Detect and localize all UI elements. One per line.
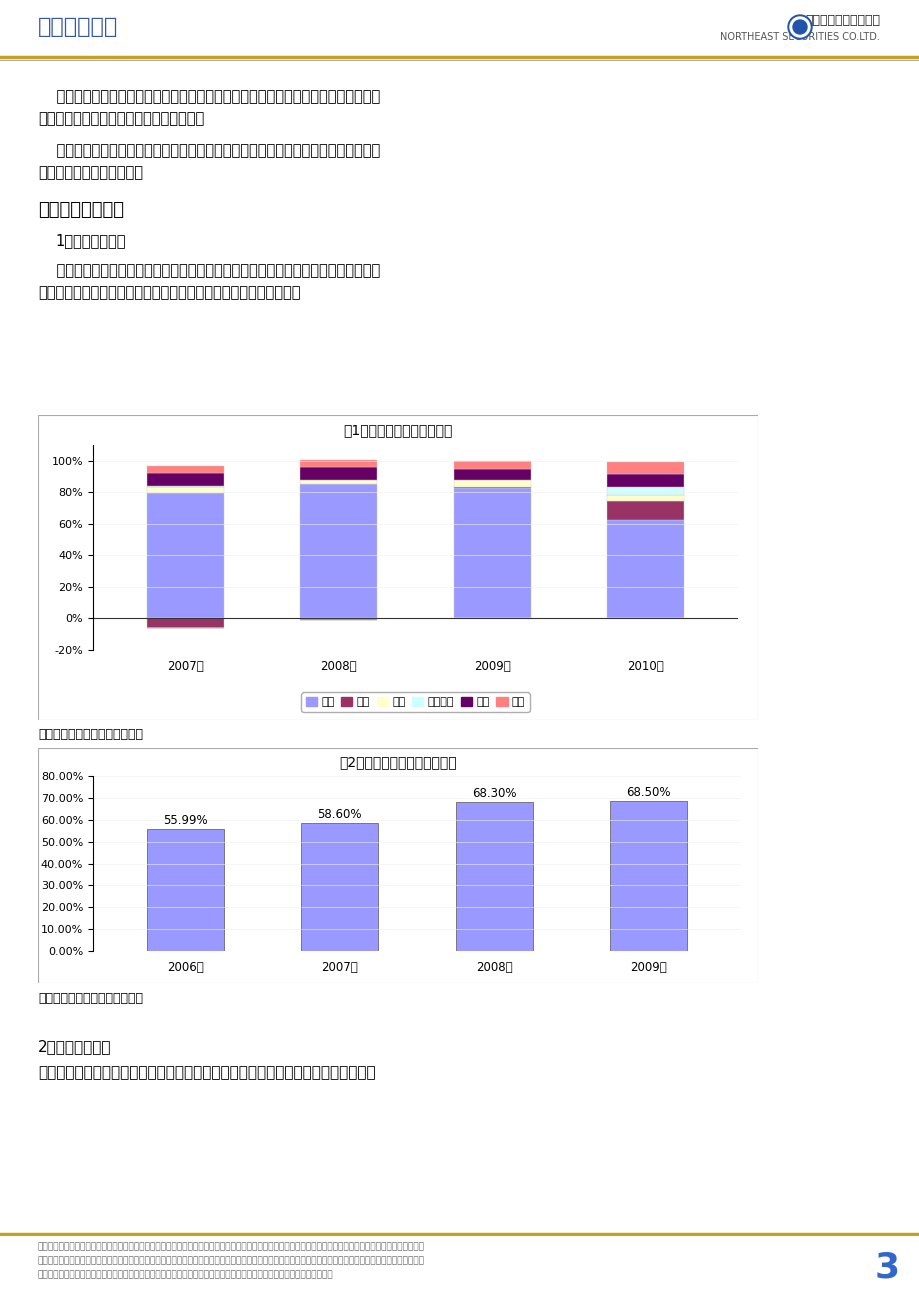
Legend: 经纪, 投资, 承销, 资产管理, 利息, 其它: 经纪, 投资, 承销, 资产管理, 利息, 其它 bbox=[301, 693, 529, 712]
Bar bbox=[453, 487, 530, 488]
Text: 与已上市券商相比，方正证券盈利能力与长江证券和宏源证券相当，资产规模稍逊于: 与已上市券商相比，方正证券盈利能力与长江证券和宏源证券相当，资产规模稍逊于 bbox=[38, 143, 380, 158]
Text: 考，并不构成对所述证券买卖的出价或征价。我公司及其雇员对使用本报告及其内容所引发的任何直接或间接损失概不负责。我公司或关联机构可能会持有报告中所: 考，并不构成对所述证券买卖的出价或征价。我公司及其雇员对使用本报告及其内容所引发… bbox=[38, 1256, 425, 1266]
Bar bbox=[300, 466, 377, 480]
Text: 公司面临较大的风险压力，融资需求强烈。: 公司面临较大的风险压力，融资需求强烈。 bbox=[38, 111, 204, 126]
Text: 58.60%: 58.60% bbox=[317, 809, 362, 822]
Bar bbox=[453, 480, 530, 487]
Text: 资料来源：公司公告、东北证券: 资料来源：公司公告、东北证券 bbox=[38, 729, 142, 742]
Text: 2、经纪业务分析: 2、经纪业务分析 bbox=[38, 1039, 111, 1055]
Bar bbox=[453, 470, 530, 479]
Text: 东北证券股份有限公司: 东北证券股份有限公司 bbox=[804, 13, 879, 26]
Text: 公司股票基金交易额和市场份额逐年提升。但佣金率呈下降趋势，佣金率总体水平低: 公司股票基金交易额和市场份额逐年提升。但佣金率呈下降趋势，佣金率总体水平低 bbox=[38, 1065, 375, 1079]
Text: 68.50%: 68.50% bbox=[626, 786, 670, 799]
Text: NORTHEAST SECURITIES CO.LTD.: NORTHEAST SECURITIES CO.LTD. bbox=[720, 33, 879, 42]
Bar bbox=[607, 496, 684, 501]
Bar bbox=[147, 466, 223, 473]
Bar bbox=[300, 480, 377, 483]
Bar bbox=[453, 488, 530, 618]
Text: 长江证券但好于宏源证券。: 长江证券但好于宏源证券。 bbox=[38, 165, 142, 180]
Circle shape bbox=[788, 16, 811, 39]
Bar bbox=[147, 493, 223, 618]
Text: 55.99%: 55.99% bbox=[163, 814, 208, 827]
FancyBboxPatch shape bbox=[38, 749, 757, 983]
Bar bbox=[453, 461, 530, 470]
Text: 公司研究报告: 公司研究报告 bbox=[38, 17, 119, 36]
Text: 图2、全行业经纪业务收入占比: 图2、全行业经纪业务收入占比 bbox=[339, 755, 457, 769]
Text: 1、业务收入结构: 1、业务收入结构 bbox=[55, 233, 125, 247]
Bar bbox=[147, 618, 223, 628]
Text: 二、各项业务分析: 二、各项业务分析 bbox=[38, 201, 124, 219]
FancyBboxPatch shape bbox=[38, 415, 757, 720]
Bar bbox=[609, 801, 686, 950]
Bar bbox=[147, 828, 224, 950]
Text: 从业务收入结构上来说，方正证券的业务收入大部分来着于经纪业务，经纪业务收入: 从业务收入结构上来说，方正证券的业务收入大部分来着于经纪业务，经纪业务收入 bbox=[38, 263, 380, 279]
Bar bbox=[301, 823, 378, 950]
Text: 68.30%: 68.30% bbox=[471, 786, 516, 799]
Text: 提到的公司所发行的证券头寸并进行交易，还可能为这些公司提供或争取提供投资银行业务服务。本报告版权归我公司所有。: 提到的公司所发行的证券头寸并进行交易，还可能为这些公司提供或争取提供投资银行业务… bbox=[38, 1269, 334, 1279]
Bar bbox=[607, 501, 684, 519]
Circle shape bbox=[789, 17, 809, 36]
Text: 3: 3 bbox=[874, 1250, 899, 1284]
Bar bbox=[147, 473, 223, 486]
Text: 贡献度高于行业总体水平。公司的业务收入受市场波动的影响较大。: 贡献度高于行业总体水平。公司的业务收入受市场波动的影响较大。 bbox=[38, 285, 301, 299]
Bar bbox=[300, 483, 377, 618]
Circle shape bbox=[792, 20, 806, 34]
Bar bbox=[607, 519, 684, 618]
Bar bbox=[607, 462, 684, 474]
Bar bbox=[300, 618, 377, 620]
Bar bbox=[147, 487, 223, 493]
Text: 图1、方正证券业务收入结构: 图1、方正证券业务收入结构 bbox=[343, 423, 452, 437]
Bar bbox=[455, 802, 532, 950]
Text: 从资产质量来看，方正证券的净资本规模较小，净资本与净资产的比率较低，显示了: 从资产质量来看，方正证券的净资本规模较小，净资本与净资产的比率较低，显示了 bbox=[38, 89, 380, 104]
Bar bbox=[607, 474, 684, 487]
Bar bbox=[607, 487, 684, 496]
Bar bbox=[300, 461, 377, 466]
Text: 郑重声明：本报告中的信息均来源于公开数据。东北证券有限责任公司（以下简称我公司）对这些信息的准确性和完整性不作任何保证。报告中的内容和意见仅供参: 郑重声明：本报告中的信息均来源于公开数据。东北证券有限责任公司（以下简称我公司）… bbox=[38, 1242, 425, 1251]
Text: 资料来源：公司公告、东北证券: 资料来源：公司公告、东北证券 bbox=[38, 992, 142, 1005]
